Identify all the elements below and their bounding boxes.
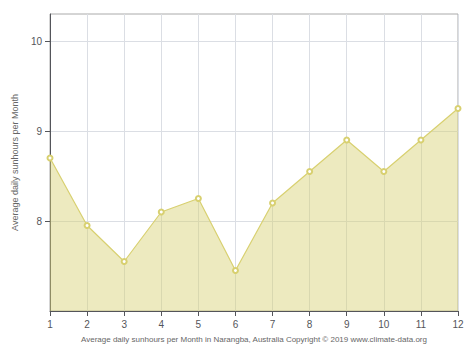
svg-text:4: 4 (158, 319, 164, 330)
svg-text:10: 10 (378, 319, 390, 330)
svg-text:6: 6 (233, 319, 239, 330)
svg-text:5: 5 (196, 319, 202, 330)
svg-text:9: 9 (36, 126, 42, 137)
svg-text:8: 8 (36, 216, 42, 227)
svg-text:Average daily sunhours per Mon: Average daily sunhours per Month (10, 94, 20, 231)
svg-text:3: 3 (121, 319, 127, 330)
svg-text:Average daily sunhours per Mon: Average daily sunhours per Month in Nara… (81, 335, 427, 344)
svg-text:9: 9 (344, 319, 350, 330)
svg-text:1: 1 (47, 319, 53, 330)
svg-text:8: 8 (307, 319, 313, 330)
svg-text:2: 2 (84, 319, 90, 330)
svg-text:10: 10 (31, 36, 43, 47)
svg-text:11: 11 (416, 319, 427, 330)
svg-text:7: 7 (270, 319, 276, 330)
svg-text:12: 12 (452, 319, 464, 330)
